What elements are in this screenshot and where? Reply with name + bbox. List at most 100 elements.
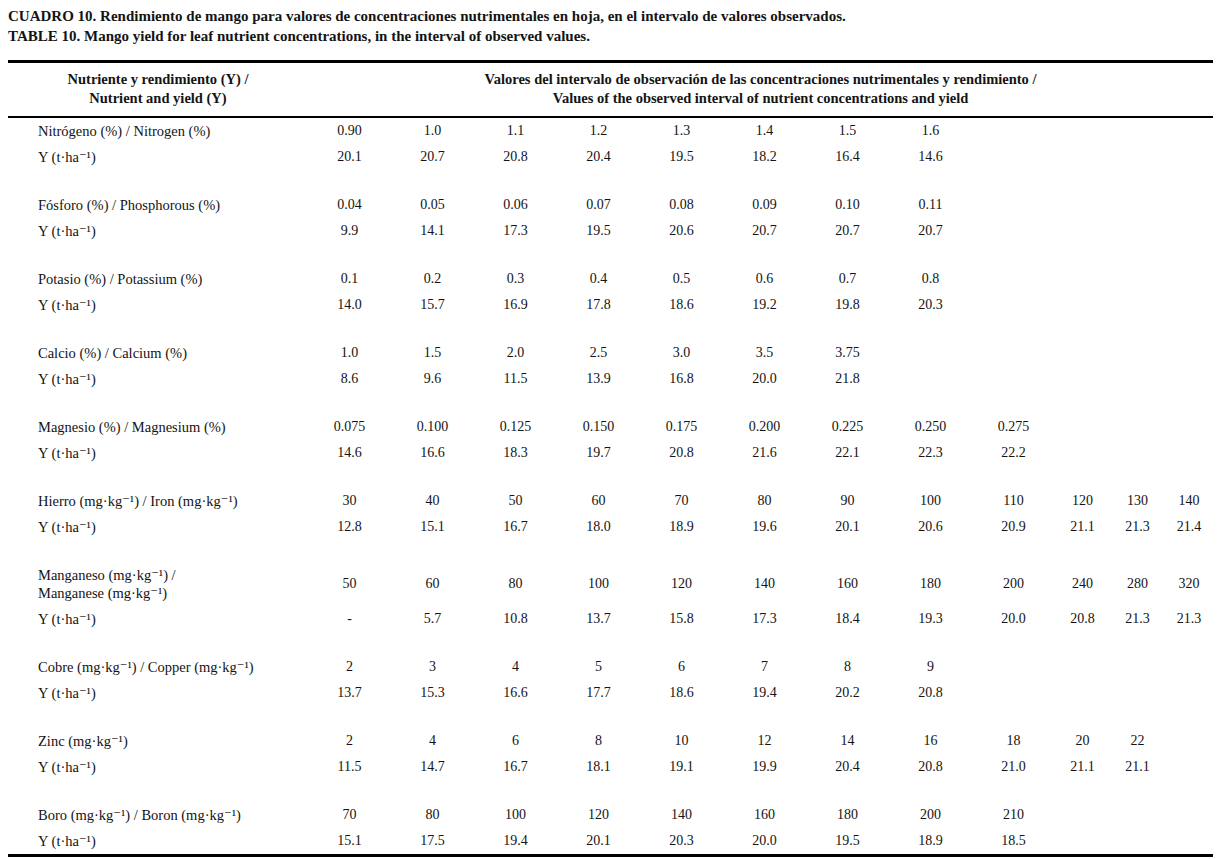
concentration-value-cell: 0.125 xyxy=(474,414,557,440)
concentration-value-cell: 6 xyxy=(640,654,723,680)
concentration-value-cell: 0.08 xyxy=(640,192,723,218)
yield-value-cell: 18.9 xyxy=(640,514,723,540)
concentration-value-cell: 4 xyxy=(391,728,474,754)
nutrient-label-line: Calcio (%) / Calcium (%) xyxy=(38,344,308,362)
concentration-value-cell: 200 xyxy=(889,802,972,828)
concentration-value-cell: 1.6 xyxy=(889,117,972,144)
nutrient-label-line: Zinc (mg·kg⁻¹) xyxy=(38,732,308,750)
concentration-value-cell xyxy=(1110,340,1165,366)
yield-row: Y (t·ha⁻¹)9.914.117.319.520.620.720.720.… xyxy=(8,218,1213,244)
concentration-value-cell xyxy=(1165,654,1213,680)
yield-value-cell: 20.0 xyxy=(723,366,806,392)
concentration-value-cell: 0.11 xyxy=(889,192,972,218)
yield-value-cell xyxy=(972,366,1055,392)
concentration-value-cell: 14 xyxy=(806,728,889,754)
yield-value-cell xyxy=(889,366,972,392)
yield-value-cell: 15.1 xyxy=(308,828,391,856)
nutrient-label-cell: Cobre (mg·kg⁻¹) / Copper (mg·kg⁻¹) xyxy=(8,654,308,680)
spacer-row xyxy=(8,318,1213,340)
caption-english: TABLE 10. Mango yield for leaf nutrient … xyxy=(8,26,1213,46)
yield-value-cell xyxy=(1110,828,1165,856)
nutrient-label-line: Manganeso (mg·kg⁻¹) / xyxy=(38,566,308,584)
yield-value-cell: 20.1 xyxy=(806,514,889,540)
concentration-value-cell: 40 xyxy=(391,488,474,514)
yield-label-cell: Y (t·ha⁻¹) xyxy=(8,514,308,540)
concentration-value-cell xyxy=(1110,192,1165,218)
concentration-value-cell: 0.7 xyxy=(806,266,889,292)
nutrient-label-line: Manganese (mg·kg⁻¹) xyxy=(38,584,308,602)
concentration-value-cell: 80 xyxy=(723,488,806,514)
concentration-value-cell: 0.8 xyxy=(889,266,972,292)
yield-value-cell xyxy=(972,680,1055,706)
yield-value-cell: 20.8 xyxy=(1055,606,1110,632)
yield-value-cell: 14.7 xyxy=(391,754,474,780)
yield-value-cell: 19.1 xyxy=(640,754,723,780)
concentration-value-cell xyxy=(1055,266,1110,292)
yield-value-cell: 20.8 xyxy=(889,680,972,706)
yield-value-cell: 21.4 xyxy=(1165,514,1213,540)
yield-value-cell: 20.1 xyxy=(308,144,391,170)
nutrient-concentration-row: Potasio (%) / Potassium (%)0.10.20.30.40… xyxy=(8,266,1213,292)
concentration-value-cell xyxy=(1165,802,1213,828)
yield-value-cell xyxy=(972,292,1055,318)
concentration-value-cell: 1.4 xyxy=(723,117,806,144)
yield-value-cell: 9.6 xyxy=(391,366,474,392)
concentration-value-cell: 110 xyxy=(972,488,1055,514)
yield-value-cell: 19.7 xyxy=(557,440,640,466)
yield-value-cell xyxy=(1055,828,1110,856)
concentration-value-cell: 8 xyxy=(557,728,640,754)
yield-value-cell: 20.8 xyxy=(640,440,723,466)
concentration-value-cell: 0.05 xyxy=(391,192,474,218)
concentration-value-cell: 120 xyxy=(557,802,640,828)
concentration-value-cell: 160 xyxy=(806,562,889,606)
yield-value-cell: 10.8 xyxy=(474,606,557,632)
nutrient-label-line: Hierro (mg·kg⁻¹) / Iron (mg·kg⁻¹) xyxy=(38,492,308,510)
concentration-value-cell: 0.075 xyxy=(308,414,391,440)
concentration-value-cell: 16 xyxy=(889,728,972,754)
yield-value-cell: 19.3 xyxy=(889,606,972,632)
yield-value-cell: 20.3 xyxy=(640,828,723,856)
yield-value-cell: 15.7 xyxy=(391,292,474,318)
concentration-value-cell xyxy=(972,266,1055,292)
header-values-line-en: Values of the observed interval of nutri… xyxy=(308,89,1213,108)
concentration-value-cell: 2.5 xyxy=(557,340,640,366)
spacer-cell xyxy=(8,706,1213,728)
concentration-value-cell: 70 xyxy=(308,802,391,828)
concentration-value-cell: 0.04 xyxy=(308,192,391,218)
concentration-value-cell: 0.09 xyxy=(723,192,806,218)
concentration-value-cell: 0.1 xyxy=(308,266,391,292)
concentration-value-cell: 50 xyxy=(308,562,391,606)
concentration-value-cell: 280 xyxy=(1110,562,1165,606)
yield-value-cell xyxy=(1055,292,1110,318)
yield-value-cell xyxy=(1165,366,1213,392)
header-values-column: Valores del intervalo de observación de … xyxy=(308,62,1213,118)
concentration-value-cell: 130 xyxy=(1110,488,1165,514)
concentration-value-cell xyxy=(1165,266,1213,292)
yield-value-cell xyxy=(1055,680,1110,706)
concentration-value-cell: 0.07 xyxy=(557,192,640,218)
yield-value-cell xyxy=(1165,144,1213,170)
yield-value-cell xyxy=(972,218,1055,244)
header-nutrient-line-en: Nutrient and yield (Y) xyxy=(8,89,308,108)
spacer-cell xyxy=(8,780,1213,802)
yield-value-cell: 20.7 xyxy=(723,218,806,244)
concentration-value-cell: 3.0 xyxy=(640,340,723,366)
concentration-value-cell: 100 xyxy=(474,802,557,828)
yield-value-cell: 18.4 xyxy=(806,606,889,632)
yield-row: Y (t·ha⁻¹)14.015.716.917.818.619.219.820… xyxy=(8,292,1213,318)
yield-value-cell: 20.6 xyxy=(640,218,723,244)
concentration-value-cell xyxy=(1110,266,1165,292)
yield-row: Y (t·ha⁻¹)11.514.716.718.119.119.920.420… xyxy=(8,754,1213,780)
concentration-value-cell: 2.0 xyxy=(474,340,557,366)
nutrient-label-cell: Calcio (%) / Calcium (%) xyxy=(8,340,308,366)
yield-value-cell: 20.0 xyxy=(972,606,1055,632)
yield-value-cell xyxy=(1110,218,1165,244)
yield-value-cell: 20.7 xyxy=(391,144,474,170)
yield-value-cell xyxy=(1165,680,1213,706)
yield-value-cell: 18.3 xyxy=(474,440,557,466)
yield-value-cell xyxy=(1165,754,1213,780)
yield-value-cell: 14.6 xyxy=(889,144,972,170)
nutrient-label-line: Magnesio (%) / Magnesium (%) xyxy=(38,418,308,436)
yield-value-cell: 21.1 xyxy=(1055,754,1110,780)
yield-value-cell xyxy=(1110,144,1165,170)
